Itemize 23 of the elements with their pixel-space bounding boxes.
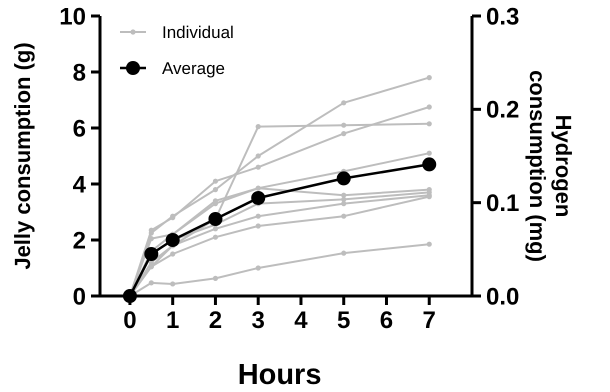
y2-axis-title: Hydrogen consumption (mg) — [525, 70, 576, 262]
y2-tick-label: 0.1 — [486, 190, 520, 218]
y-axis-title: Jelly consumption (g) — [10, 42, 35, 270]
legend-label: Average — [162, 58, 226, 78]
y2-tick-label: 0.3 — [486, 3, 520, 30]
y-tick-label: 6 — [72, 115, 86, 142]
y-tick-label: 2 — [72, 227, 86, 254]
x-tick-label: 5 — [337, 307, 350, 334]
x-tick-label: 0 — [123, 307, 137, 334]
y2-tick-label: 0.2 — [486, 96, 520, 124]
x-tick-label: 6 — [380, 307, 394, 334]
y2-tick-label: 0.0 — [486, 283, 520, 310]
y-tick-label: 8 — [72, 59, 86, 86]
legend-label: Individual — [162, 22, 234, 42]
y-tick-label: 4 — [72, 171, 87, 198]
x-tick-label: 4 — [294, 307, 308, 334]
y-tick-label: 0 — [72, 283, 86, 310]
x-tick-label: 2 — [208, 307, 222, 334]
x-axis-title: Hours — [238, 359, 322, 391]
x-tick-label: 3 — [252, 307, 265, 334]
x-tick-label: 7 — [422, 307, 436, 334]
y-tick-label: 10 — [59, 3, 86, 30]
x-tick-label: 1 — [166, 307, 180, 334]
